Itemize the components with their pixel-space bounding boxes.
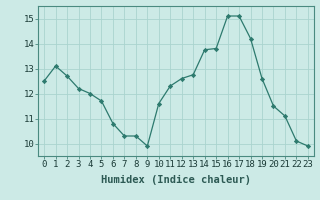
X-axis label: Humidex (Indice chaleur): Humidex (Indice chaleur) (101, 175, 251, 185)
